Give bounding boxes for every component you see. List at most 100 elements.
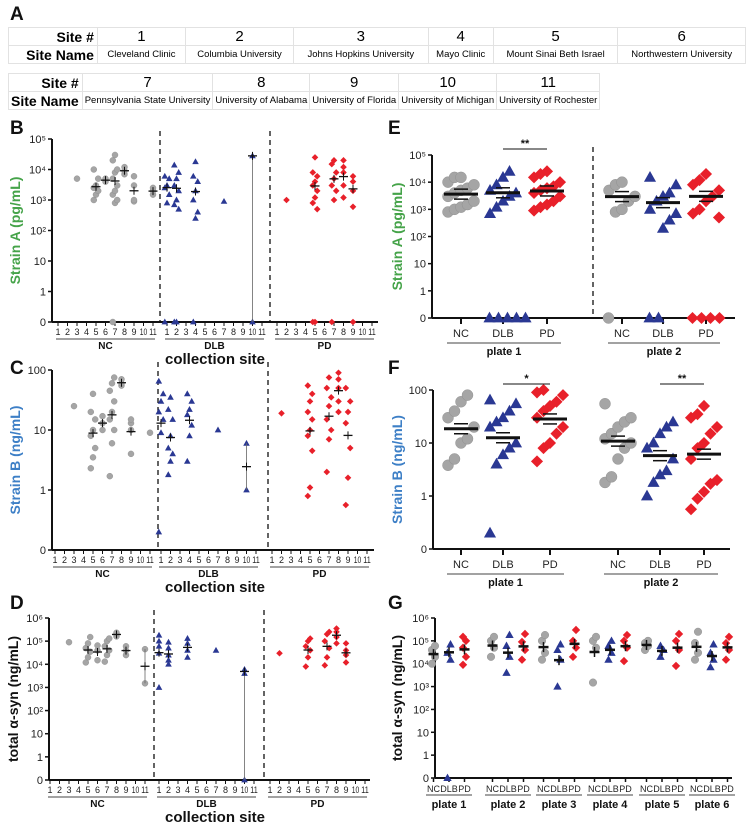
site-tick-label: 2 [166, 785, 171, 795]
site-tick-label: 11 [250, 785, 258, 795]
site-tick-label: 8 [223, 785, 228, 795]
pd-point [534, 201, 547, 214]
y-tick-label: 10 [34, 425, 46, 437]
category-label: PD [698, 328, 713, 340]
nc-point [111, 151, 119, 159]
dlb-point [171, 181, 178, 188]
pd-point [325, 402, 333, 410]
y-tick-label: 1 [423, 750, 429, 762]
site-tick-label: 1 [47, 785, 52, 795]
dlb-point [656, 221, 670, 233]
nc-point [86, 633, 94, 641]
site-tick-label: 10 [140, 327, 148, 337]
dlb-point [165, 471, 172, 478]
panel-label-c: C [10, 358, 24, 379]
nc-point [599, 398, 611, 410]
dlb-point [503, 404, 516, 416]
pd-point [458, 632, 468, 642]
nc-point [110, 398, 118, 405]
pd-point [340, 182, 347, 189]
site-tick-label: 4 [81, 555, 86, 565]
site-tick-label: 1 [55, 327, 60, 337]
pd-point [712, 184, 726, 197]
category-label: PD [671, 784, 684, 794]
pd-point [693, 173, 706, 187]
site-tick-label: 3 [66, 785, 71, 795]
dlb-point [643, 203, 657, 214]
dlb-point [212, 646, 220, 653]
dlb-point [243, 439, 250, 446]
site-tick-label: 2 [277, 785, 282, 795]
dlb-point [184, 635, 191, 641]
site-tick-label: 10 [132, 785, 140, 795]
y-tick-label: 1 [40, 485, 46, 497]
category-label: NC [453, 559, 469, 571]
site-tick-label: 9 [123, 785, 128, 795]
pd-point [323, 384, 331, 392]
site-tick-label: 5 [307, 555, 312, 565]
dlb-point [155, 377, 163, 384]
dlb-point [175, 187, 182, 194]
nc-point [644, 636, 653, 645]
chart-g: 0 1 10 10² 10³ 10⁴ 10⁵ 10⁶ total α-syn (ng/mL) NC… [389, 613, 735, 811]
site-tick-label: 7 [213, 785, 218, 795]
site-tick-label: 7 [112, 327, 117, 337]
pd-point [461, 652, 471, 662]
category-label: DLB [550, 784, 568, 794]
dlb-point [155, 631, 163, 638]
y-tick-label: 10⁴ [29, 165, 46, 177]
pd-point [276, 649, 283, 657]
pd-point [349, 172, 357, 180]
site-name-header: Site Name [8, 45, 98, 64]
dlb-point [165, 191, 173, 198]
y-axis-label: Strain A (pg/mL) [389, 183, 405, 291]
pd-point [550, 427, 563, 440]
y-axis-label: Strain B (ng/mL) [389, 415, 405, 524]
pd-point [704, 311, 717, 325]
pd-point [330, 157, 338, 164]
pd-point [547, 195, 560, 208]
site-tick-label: 10 [359, 327, 367, 337]
chart-e: 0 1 10 10² 10³ 10⁴ 10⁵ Strain A (pg/mL) NC DLB PD p… [389, 138, 735, 358]
y-tick-label: 10³ [30, 195, 46, 207]
category-label: PD [539, 328, 554, 340]
pd-point [568, 652, 578, 662]
y-tick-label: 10⁵ [26, 636, 43, 648]
y-axis-label: Strain B (ng/mL) [7, 406, 23, 515]
dlb-point [643, 311, 656, 323]
site-tick-label: 11 [363, 555, 371, 565]
pd-point [724, 632, 734, 642]
pd-point [325, 628, 333, 636]
nc-point [616, 203, 628, 216]
pd-point [517, 637, 527, 647]
pd-point [691, 492, 704, 505]
pd-point [330, 196, 338, 204]
dlb-point [490, 457, 503, 469]
group-label: PD [311, 799, 325, 810]
category-label: NC [640, 784, 653, 794]
y-tick-label: 0 [421, 544, 427, 556]
site-tick-label: 6 [317, 555, 322, 565]
dlb-point [502, 668, 511, 676]
panel-label-e: E [388, 118, 401, 139]
pd-point [304, 408, 312, 416]
site-tick-label: 1 [269, 555, 274, 565]
nc-point [487, 652, 496, 661]
y-tick-label: 10³ [413, 682, 429, 694]
dlb-point [184, 457, 191, 464]
dlb-point [709, 640, 718, 648]
pd-point [704, 427, 717, 440]
category-label: NC [453, 328, 469, 340]
dlb-point [165, 175, 173, 182]
dlb-point [663, 213, 676, 225]
site-tick-label: 4 [185, 785, 190, 795]
category-label: PD [517, 784, 530, 794]
pd-point [306, 635, 314, 642]
site-tick-label: 6 [100, 555, 105, 565]
y-tick-label: 0 [40, 545, 46, 557]
category-label: DLB [492, 559, 513, 571]
dlb-point [509, 397, 523, 409]
significance-label: ** [521, 138, 530, 150]
pd-point [684, 503, 698, 516]
y-tick-label: 10⁵ [409, 150, 426, 162]
